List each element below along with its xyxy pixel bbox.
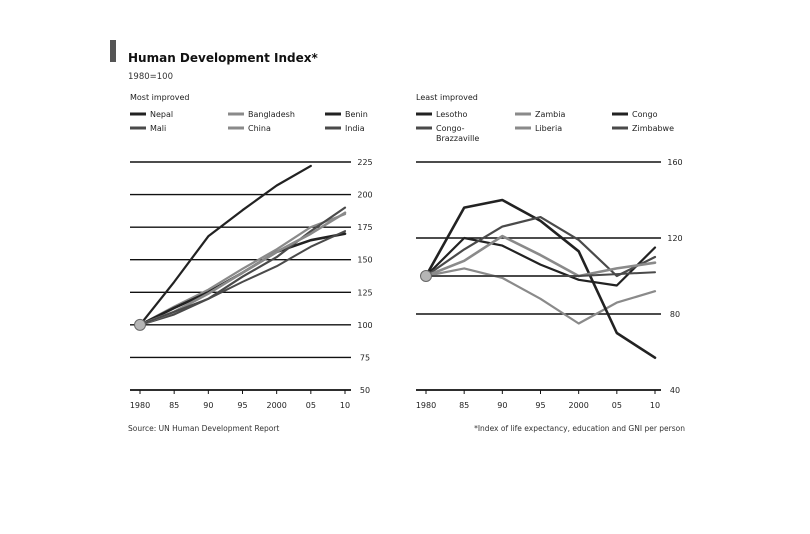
y-tick-label: 125 — [357, 288, 372, 297]
y-tick-label: 160 — [667, 158, 682, 167]
x-tick-label: 85 — [459, 401, 469, 410]
series-line-india — [139, 230, 346, 326]
x-tick-label: 10 — [650, 401, 660, 410]
y-tick-label: 175 — [357, 223, 372, 232]
legend-label: Zimbabwe — [632, 124, 674, 133]
y-tick-label: 40 — [670, 386, 680, 395]
panel-least-improved: Least improved Lesotho Zambia Congo Congo-Br… — [416, 93, 683, 410]
legend-item-lesotho: Lesotho — [416, 110, 468, 119]
base-year-marker — [420, 270, 432, 282]
series-line-nepal — [138, 164, 312, 326]
y-tick-label: 100 — [357, 321, 372, 330]
y-tick-label: 120 — [667, 234, 682, 243]
legend-label: Lesotho — [436, 110, 468, 119]
series-line-liberia — [424, 234, 657, 278]
series-line-congo-brazzaville — [424, 216, 657, 278]
x-tick-label: 85 — [169, 401, 179, 410]
series-line-zambia — [424, 267, 657, 325]
x-tick-label: 1980 — [416, 401, 436, 410]
legend-label: Congo- — [436, 124, 465, 133]
legend-item-china: China — [228, 124, 271, 133]
y-tick-label: 150 — [357, 256, 372, 265]
x-tick-label: 10 — [340, 401, 350, 410]
legend-item-congo: Congo — [612, 110, 658, 119]
legend-label: Congo — [632, 110, 658, 119]
legend-item-congo-brazzaville: Congo-Brazzaville — [416, 124, 479, 143]
panel-title: Most improved — [130, 93, 189, 102]
legend-label: India — [345, 124, 365, 133]
x-tick-label: 2000 — [568, 401, 588, 410]
y-tick-label: 200 — [357, 191, 372, 200]
x-tick-label: 90 — [203, 401, 213, 410]
panel-title: Least improved — [416, 93, 478, 102]
series-line-benin — [138, 232, 347, 327]
legend-label: Zambia — [535, 110, 565, 119]
x-tick-label: 05 — [612, 401, 622, 410]
x-tick-label: 95 — [535, 401, 545, 410]
series-line-mali — [138, 206, 347, 326]
x-tick-label: 2000 — [266, 401, 286, 410]
x-tick-label: 90 — [497, 401, 507, 410]
y-tick-label: 225 — [357, 158, 372, 167]
figure-subtitle: 1980=100 — [128, 72, 173, 82]
legend-label: China — [248, 124, 271, 133]
legend-item-bangladesh: Bangladesh — [228, 110, 295, 119]
legend-item-liberia: Liberia — [515, 124, 562, 133]
x-tick-label: 1980 — [130, 401, 150, 410]
y-tick-label: 50 — [360, 386, 370, 395]
legend-item-zimbabwe: Zimbabwe — [612, 124, 674, 133]
series-line-zimbabwe — [425, 271, 656, 277]
legend-label: Liberia — [535, 124, 562, 133]
legend-item-india: India — [325, 124, 365, 133]
legend-item-nepal: Nepal — [130, 110, 173, 119]
figure-title: Human Development Index* — [128, 51, 318, 65]
legend-item-benin: Benin — [325, 110, 368, 119]
y-tick-label: 80 — [670, 310, 680, 319]
legend-label: Nepal — [150, 110, 173, 119]
series-line-lesotho — [424, 236, 657, 287]
source-note: Source: UN Human Development Report — [128, 424, 279, 433]
legend-label: Brazzaville — [436, 134, 479, 143]
legend-item-zambia: Zambia — [515, 110, 565, 119]
legend-label: Mali — [150, 124, 166, 133]
title-bar-accent — [110, 40, 116, 62]
legend-item-mali: Mali — [130, 124, 166, 133]
series-line-congo — [424, 198, 657, 359]
legend-label: Bangladesh — [248, 110, 295, 119]
y-tick-label: 75 — [360, 353, 370, 362]
base-year-marker — [134, 318, 146, 331]
x-tick-label: 05 — [306, 401, 316, 410]
x-tick-label: 95 — [237, 401, 247, 410]
index-footnote: *Index of life expectancy, education and… — [474, 424, 685, 433]
legend-label: Benin — [345, 110, 368, 119]
panel-most-improved: Most improved Nepal Bangladesh Benin Mali Chi… — [130, 93, 373, 410]
